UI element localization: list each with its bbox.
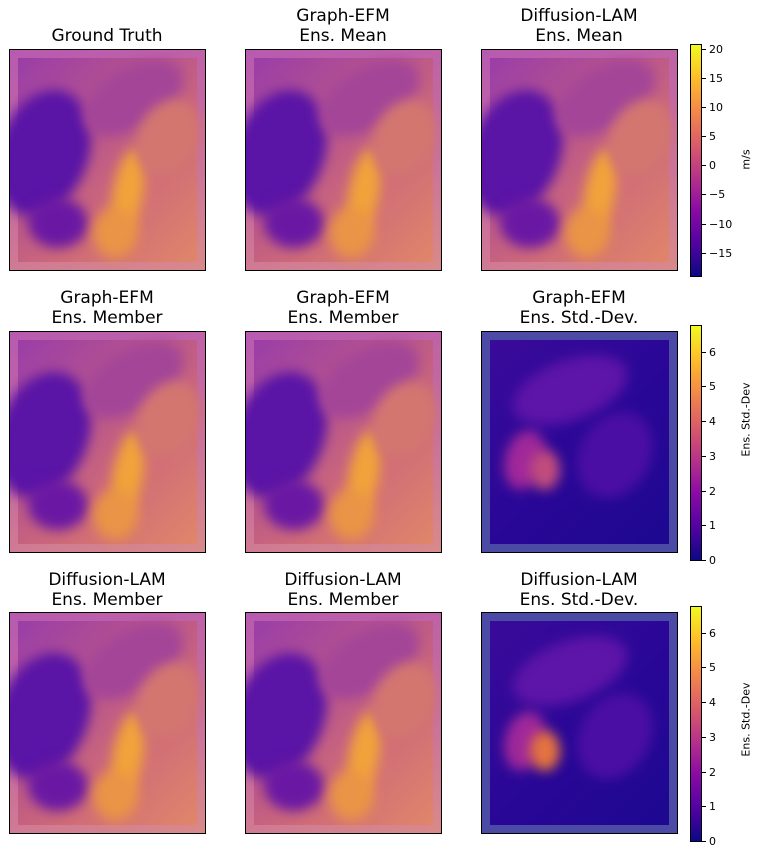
heatmap-field	[482, 50, 677, 262]
high-wind-region	[93, 490, 138, 540]
heatmap-panel	[245, 612, 442, 834]
tick-label: 6	[709, 626, 716, 640]
heatmap-field	[246, 50, 441, 262]
panel-title: Diffusion-LAM Ens. Std.-Dev.	[519, 570, 639, 610]
tick-label: 1	[709, 800, 716, 814]
heatmap-field	[10, 332, 205, 544]
colorbar	[690, 44, 702, 277]
heatmap-field	[246, 613, 441, 825]
tick-label: 3	[709, 730, 716, 744]
tick-mark	[702, 77, 706, 79]
heatmap-field	[490, 621, 669, 825]
tick-mark	[702, 806, 706, 808]
tick-label: 4	[709, 696, 716, 710]
tick-label: −15	[709, 246, 733, 260]
low-wind-region	[28, 761, 88, 811]
panel-title: Diffusion-LAM Ens. Mean	[520, 6, 638, 46]
tick-label: 0	[709, 159, 716, 173]
tick-mark	[702, 421, 706, 423]
tick-label: 3	[709, 449, 716, 463]
panel-title: Ground Truth	[51, 26, 163, 46]
tick-label: 20	[709, 42, 723, 56]
high-wind-region	[329, 490, 374, 540]
std-dev-region	[530, 450, 560, 490]
tick-label: 1	[709, 519, 716, 533]
tick-mark	[702, 632, 706, 634]
tick-mark	[702, 252, 706, 254]
tick-label: 2	[709, 484, 716, 498]
tick-label: 0	[709, 554, 716, 567]
tick-mark	[702, 136, 706, 138]
low-wind-region	[28, 480, 88, 530]
colorbar-label: m/s	[739, 149, 753, 170]
tick-label: 5	[709, 380, 716, 394]
tick-label: −5	[709, 188, 726, 202]
heatmap-panel	[481, 49, 678, 271]
tick-label: 2	[709, 765, 716, 779]
tick-mark	[702, 194, 706, 196]
tick-label: 4	[709, 415, 716, 429]
colorbar	[690, 606, 702, 842]
std-dev-region	[530, 731, 560, 771]
heatmap-panel	[9, 49, 206, 271]
high-wind-region	[93, 771, 138, 821]
tick-mark	[702, 702, 706, 704]
tick-mark	[702, 525, 706, 527]
tick-mark	[702, 48, 706, 50]
tick-mark	[702, 223, 706, 225]
tick-mark	[702, 667, 706, 669]
heatmap-panel	[9, 331, 206, 553]
tick-mark	[702, 771, 706, 773]
tick-label: 5	[709, 661, 716, 675]
tick-mark	[702, 560, 706, 561]
tick-mark	[702, 351, 706, 353]
panel-title: Graph-EFM Ens. Mean	[296, 6, 390, 46]
tick-label: 6	[709, 345, 716, 359]
heatmap-field	[246, 332, 441, 544]
low-wind-region	[264, 761, 324, 811]
tick-mark	[702, 386, 706, 388]
tick-label: 5	[709, 130, 716, 144]
low-wind-region	[264, 480, 324, 530]
low-wind-region	[28, 198, 88, 248]
panel-title: Graph-EFM Ens. Member	[51, 288, 163, 328]
high-wind-region	[329, 208, 374, 258]
tick-label: −10	[709, 217, 733, 231]
panel-title: Diffusion-LAM Ens. Member	[48, 570, 166, 610]
heatmap-panel	[245, 49, 442, 271]
panel-title: Graph-EFM Ens. Std.-Dev.	[519, 288, 639, 328]
heatmap-panel	[9, 612, 206, 834]
tick-label: 15	[709, 71, 723, 85]
heatmap-field	[10, 50, 205, 262]
tick-label: 10	[709, 101, 723, 115]
tick-mark	[702, 490, 706, 492]
panel-title: Graph-EFM Ens. Member	[287, 288, 399, 328]
heatmap-field	[490, 340, 669, 544]
high-wind-region	[565, 208, 610, 258]
heatmap-field	[10, 613, 205, 825]
tick-mark	[702, 736, 706, 738]
colorbar	[690, 325, 702, 561]
heatmap-panel	[481, 331, 678, 553]
tick-mark	[702, 165, 706, 167]
tick-mark	[702, 841, 706, 842]
low-wind-region	[500, 198, 560, 248]
panel-title: Diffusion-LAM Ens. Member	[284, 570, 402, 610]
low-wind-region	[264, 198, 324, 248]
heatmap-panel	[245, 331, 442, 553]
tick-mark	[702, 455, 706, 457]
high-wind-region	[329, 771, 374, 821]
tick-mark	[702, 107, 706, 109]
high-wind-region	[93, 208, 138, 258]
colorbar-label: Ens. Std.-Dev	[739, 682, 753, 757]
colorbar-label: Ens. Std.-Dev	[739, 382, 753, 457]
heatmap-panel	[481, 612, 678, 834]
tick-label: 0	[709, 835, 716, 848]
